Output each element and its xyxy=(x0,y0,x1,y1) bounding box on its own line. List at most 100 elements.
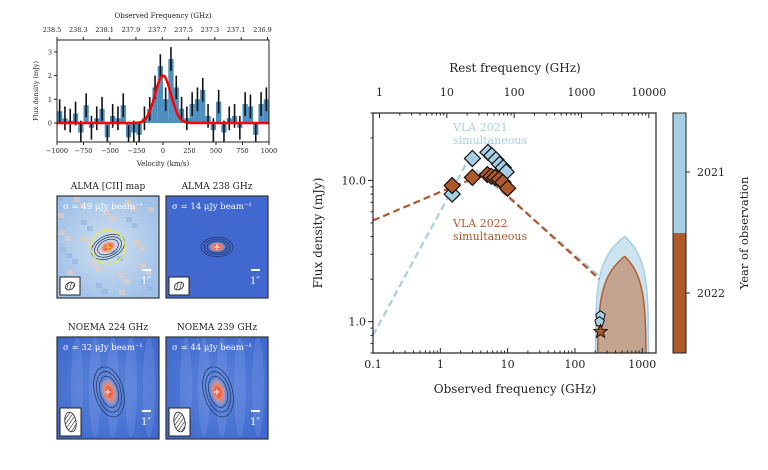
spectrum-bar xyxy=(173,87,179,124)
annotation-line: VLA 2021 xyxy=(452,121,508,134)
contour xyxy=(206,240,228,254)
sed-x-tick-label: 100 xyxy=(564,358,585,371)
spectrum-axes-frame xyxy=(56,39,270,143)
dust-model-curve-2022 xyxy=(596,255,647,353)
spectrum-x-tick-label: 1000 xyxy=(261,147,278,155)
map-frame xyxy=(56,195,160,299)
spectrum-top-axis-label: Observed Frequency (GHz) xyxy=(114,12,211,20)
sed-x-tick-label: 1 xyxy=(437,358,444,371)
sed-x-tick-label: 10 xyxy=(501,358,515,371)
spectrum-x-axis-label: Velocity (km/s) xyxy=(136,160,190,168)
spectrum-x-tick-label: 750 xyxy=(236,147,248,155)
sed-top-tick-label: 10 xyxy=(440,86,454,99)
data-point-2021 xyxy=(463,149,482,168)
contour xyxy=(91,234,125,260)
data-point-2022 xyxy=(592,323,609,339)
beam-ellipse xyxy=(173,411,186,433)
contour xyxy=(200,237,234,257)
gaussian-fit-line xyxy=(57,74,269,125)
spectrum-y-tick-label: 3 xyxy=(48,48,52,56)
scale-bar-label: 1″ xyxy=(250,276,260,287)
spectrum-y-tick-label: 1 xyxy=(48,96,52,104)
source-position-cross xyxy=(214,389,220,395)
annotation-vla-2021: VLA 2021 simultaneous xyxy=(452,121,527,147)
colorbar-2021 xyxy=(673,113,686,233)
spectrum-y-axis-label: Flux density (mJy) xyxy=(32,61,40,121)
contour xyxy=(94,236,122,258)
map-noise-label: σ = 49 μJy beam⁻¹ xyxy=(63,202,143,212)
spectrum-x-tick-label: 250 xyxy=(183,147,195,155)
map-panel: NOEMA 239 GHz σ = 44 μJy beam⁻¹ 1″ xyxy=(165,323,269,440)
contour xyxy=(96,371,122,413)
sed-y-tick-label: 1.0 xyxy=(349,316,367,329)
data-point-2021 xyxy=(594,316,605,327)
spectrum-bar xyxy=(152,87,158,124)
spectrum-y-tick-label: 0 xyxy=(48,120,52,128)
beam-ellipse xyxy=(173,281,185,291)
map-panel: NOEMA 224 GHz σ = 32 μJy beam⁻¹ 1″ xyxy=(56,323,160,440)
scale-bar-label: 1″ xyxy=(141,276,151,287)
data-point-2022 xyxy=(498,179,517,198)
map-panel: ALMA [CII] map σ = 49 μJy beam⁻¹ 1″ xyxy=(56,182,160,299)
spectrum-bar xyxy=(200,89,206,124)
annotation-line: simultaneous xyxy=(453,230,527,243)
spectrum-top-tick-label: 237.9 xyxy=(122,26,141,34)
source-position-cross xyxy=(214,244,220,250)
map-title: ALMA 238 GHz xyxy=(181,182,253,192)
sed-top-tick-label: 100 xyxy=(504,86,525,99)
spectrum-top-tick-label: 236.9 xyxy=(253,26,272,34)
annotation-line: VLA 2022 xyxy=(452,217,508,230)
map-title: ALMA [CII] map xyxy=(70,182,146,192)
sed-axes-frame xyxy=(372,112,657,354)
scale-bar-label: 1″ xyxy=(141,417,151,428)
colorbar-2022 xyxy=(673,233,686,353)
sed-top-tick-label: 1000 xyxy=(567,86,595,99)
sed-top-tick-label: 1 xyxy=(376,86,383,99)
spectrum-top-tick-label: 238.5 xyxy=(43,26,62,34)
spectrum-panel: Observed Frequency (GHz) Velocity (km/s)… xyxy=(32,12,277,168)
spectrum-x-tick-label: −250 xyxy=(128,147,146,155)
map-noise-label: σ = 32 μJy beam⁻¹ xyxy=(63,343,143,353)
contour xyxy=(99,375,120,408)
spectrum-x-tick-label: 500 xyxy=(210,147,222,155)
spectrum-y-tick-label: 2 xyxy=(48,72,52,80)
contour xyxy=(93,366,125,418)
map-frame xyxy=(56,336,160,440)
spectrum-top-tick-label: 237.1 xyxy=(227,26,246,34)
sed-y-tick-label: 10.0 xyxy=(342,174,367,187)
source-position-cross xyxy=(105,244,111,250)
spectrum-x-tick-label: −1000 xyxy=(46,147,68,155)
map-frame xyxy=(165,195,269,299)
sed-x-tick-label: 0.1 xyxy=(364,358,382,371)
colorbar-tick-2022: 2022 xyxy=(697,287,725,300)
contour xyxy=(202,366,234,418)
colorbar-label: Year of observation xyxy=(737,176,751,290)
spectrum-top-tick-label: 237.3 xyxy=(201,26,220,34)
colorbar-tick-2021: 2021 xyxy=(697,166,725,179)
spectrum-bar xyxy=(157,66,163,124)
data-point-2022 xyxy=(443,176,462,195)
map-title: NOEMA 239 GHz xyxy=(177,323,257,333)
data-point-2022 xyxy=(463,168,482,187)
spectrum-top-tick-label: 238.3 xyxy=(69,26,88,34)
annotation-line: simultaneous xyxy=(453,134,527,147)
sed-top-axis-label: Rest frequency (GHz) xyxy=(449,61,581,75)
spectrum-x-tick-label: −500 xyxy=(101,147,119,155)
map-title: NOEMA 224 GHz xyxy=(68,323,148,333)
beam-ellipse xyxy=(64,281,76,291)
contour xyxy=(97,238,119,256)
sed-top-tick-label: 10000 xyxy=(631,86,666,99)
sed-panel: Rest frequency (GHz) Observed frequency … xyxy=(311,61,751,396)
map-panel: ALMA 238 GHz σ = 14 μJy beam⁻¹ 1″ xyxy=(165,182,269,299)
scale-bar-label: 1″ xyxy=(250,417,260,428)
map-frame xyxy=(165,336,269,440)
sed-x-axis-label: Observed frequency (GHz) xyxy=(434,382,596,396)
contour xyxy=(205,371,231,413)
spectrum-x-tick-label: 0 xyxy=(161,147,165,155)
contour xyxy=(203,238,231,256)
spectrum-top-tick-label: 238.1 xyxy=(95,26,114,34)
map-noise-label: σ = 14 μJy beam⁻¹ xyxy=(172,202,252,212)
spectrum-top-tick-label: 237.7 xyxy=(148,26,167,34)
